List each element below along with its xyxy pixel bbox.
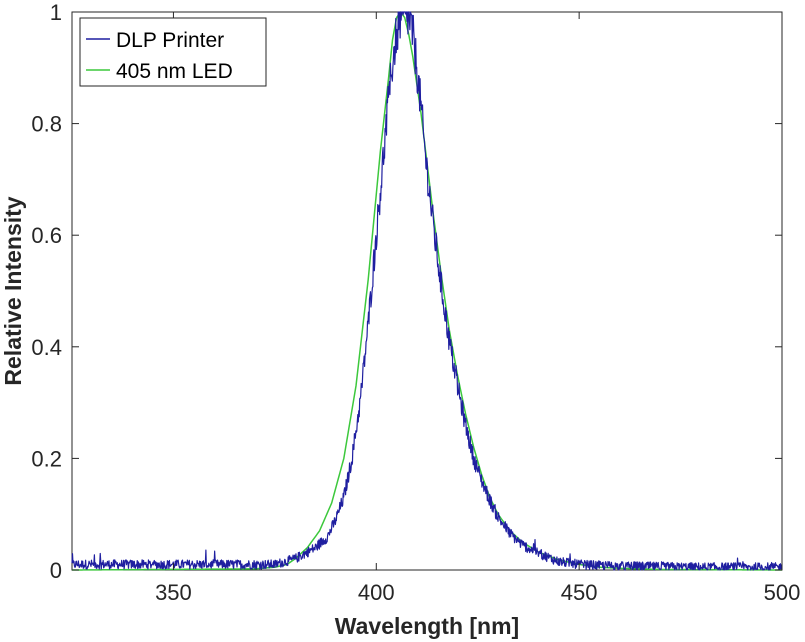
series-line-dlp-printer: [71, 11, 783, 571]
tick-label-layer: 350 400 450 500 0 0.2 0.4 0.6 0.8 1: [31, 0, 800, 605]
y-tick-label: 1: [50, 0, 62, 25]
legend-label-405nm-led: 405 nm LED: [116, 60, 233, 83]
y-tick-label: 0.6: [31, 223, 62, 248]
x-tick-label: 350: [155, 580, 192, 605]
legend-label-dlp-printer: DLP Printer: [116, 29, 224, 52]
x-tick-label: 400: [358, 580, 395, 605]
plot-frame: [71, 11, 783, 571]
legend-box: [79, 17, 267, 87]
plot-area: [71, 11, 783, 571]
y-tick-label: 0.8: [31, 112, 62, 137]
x-tick-label: 450: [561, 580, 598, 605]
y-tick-label: 0: [50, 558, 62, 583]
legend: DLP Printer 405 nm LED: [79, 17, 267, 87]
y-tick-label: 0.2: [31, 446, 62, 471]
tick-layer: [72, 11, 783, 571]
x-tick-label: 500: [764, 580, 801, 605]
y-tick-label: 0.4: [31, 335, 62, 360]
y-axis-title: Relative Intensity: [0, 196, 26, 385]
series-layer: [71, 11, 783, 571]
x-axis-title: Wavelength [nm]: [335, 613, 519, 639]
